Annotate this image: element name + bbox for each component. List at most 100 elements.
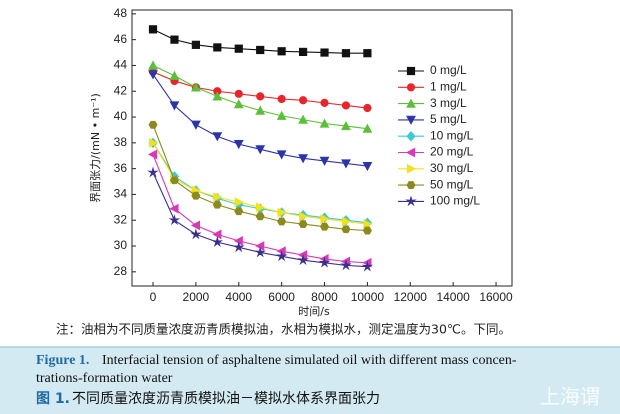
legend-label: 5 mg/L	[430, 112, 467, 126]
legend-label: 30 mg/L	[430, 161, 474, 175]
marker	[191, 40, 200, 49]
marker	[362, 123, 373, 133]
legend-label: 3 mg/L	[430, 96, 467, 110]
y-tick-label: 32	[114, 212, 128, 226]
note: 注：油相为不同质量浓度沥青质模拟油，水相为模拟水，测定温度为30℃。下同。	[56, 322, 511, 337]
marker	[277, 207, 287, 218]
legend-label: 20 mg/L	[430, 145, 474, 159]
legend-label: 10 mg/L	[430, 128, 474, 142]
legend-marker	[405, 147, 416, 158]
x-tick-label: 16000	[479, 290, 513, 304]
legend-marker	[406, 98, 416, 108]
x-tick-label: 12000	[394, 290, 428, 304]
x-tick-label: 10000	[351, 290, 385, 304]
legend-label: 100 mg/L	[430, 194, 480, 208]
legend-marker	[405, 195, 417, 207]
marker	[169, 176, 179, 185]
marker	[341, 225, 351, 234]
marker	[320, 214, 330, 224]
marker	[211, 236, 224, 248]
y-tick-label: 44	[114, 58, 128, 72]
marker	[169, 203, 179, 214]
marker	[361, 260, 374, 272]
caption-text: trations-formation water	[36, 371, 173, 386]
marker	[233, 241, 245, 253]
marker	[256, 45, 265, 55]
marker	[319, 118, 330, 128]
marker	[147, 149, 158, 160]
marker	[276, 110, 287, 120]
legend-label: 0 mg/L	[430, 63, 467, 77]
marker	[256, 202, 266, 213]
marker	[275, 250, 288, 262]
x-tick-label: 8000	[311, 290, 338, 304]
marker	[363, 103, 372, 113]
x-axis-label: 时间/s	[298, 305, 330, 318]
legend-marker	[406, 163, 417, 174]
y-tick-label: 48	[114, 6, 128, 20]
marker	[362, 161, 373, 172]
marker	[148, 60, 158, 70]
marker	[341, 121, 351, 131]
marker	[168, 214, 181, 226]
legend-label: 50 mg/L	[430, 177, 474, 191]
marker	[234, 44, 243, 53]
y-tick-label: 34	[114, 187, 128, 201]
marker	[363, 219, 373, 229]
x-tick-label: 0	[150, 290, 157, 304]
marker	[298, 154, 308, 164]
caption-text: 不同质量浓度沥青质模拟油－模拟水体系界面张力	[72, 391, 380, 407]
marker	[190, 228, 202, 240]
marker	[213, 43, 222, 52]
marker	[298, 47, 308, 57]
watermark: 上海谓	[540, 385, 600, 409]
marker	[147, 166, 159, 178]
y-tick-label: 46	[114, 32, 128, 46]
x-tick-label: 6000	[268, 290, 295, 304]
marker	[233, 99, 244, 109]
plot-frame	[131, 9, 513, 287]
y-tick-label: 36	[114, 161, 128, 175]
y-tick-label: 28	[114, 264, 128, 278]
marker	[148, 120, 158, 129]
marker	[234, 197, 244, 208]
legend-marker	[406, 83, 416, 92]
caption-box	[0, 347, 620, 414]
marker	[298, 114, 308, 124]
marker	[234, 89, 243, 98]
legend-marker	[406, 66, 416, 76]
legend-marker	[406, 130, 416, 142]
marker	[254, 246, 266, 258]
series-line	[152, 71, 368, 109]
marker	[277, 47, 286, 56]
legend-marker	[406, 181, 416, 190]
y-tick-label: 38	[114, 135, 128, 149]
marker	[212, 132, 223, 142]
marker	[233, 140, 244, 150]
marker	[191, 191, 201, 200]
marker	[169, 70, 180, 80]
marker	[190, 120, 201, 130]
marker	[341, 49, 351, 58]
y-tick-label: 30	[114, 238, 128, 252]
marker	[148, 25, 158, 34]
marker	[297, 254, 309, 266]
marker	[212, 200, 222, 209]
marker	[170, 35, 179, 44]
y-tick-label: 40	[114, 109, 128, 123]
marker	[341, 101, 351, 110]
marker	[320, 48, 329, 57]
marker	[190, 220, 200, 231]
caption-label: Figure 1.	[36, 353, 89, 368]
marker	[341, 159, 351, 169]
marker	[363, 49, 372, 58]
marker	[148, 137, 159, 148]
marker	[256, 92, 265, 101]
marker	[255, 212, 265, 221]
marker	[213, 192, 223, 202]
marker	[277, 94, 286, 104]
legend-marker	[406, 115, 416, 125]
x-tick-label: 2000	[183, 290, 210, 304]
